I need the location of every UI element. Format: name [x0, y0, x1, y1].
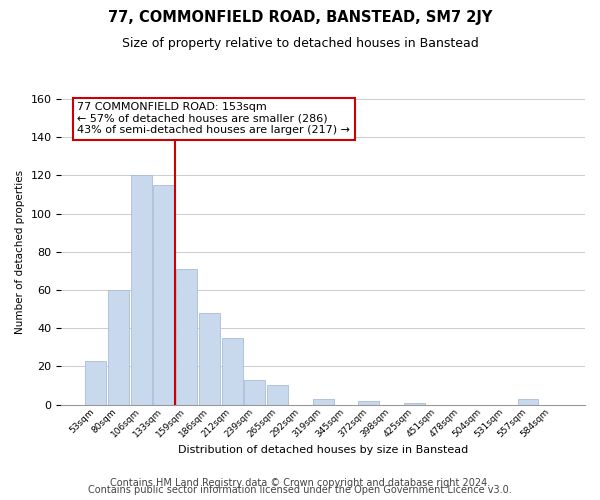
- Bar: [358, 401, 379, 404]
- Bar: [244, 380, 265, 404]
- Text: 77, COMMONFIELD ROAD, BANSTEAD, SM7 2JY: 77, COMMONFIELD ROAD, BANSTEAD, SM7 2JY: [108, 10, 492, 25]
- Bar: [199, 313, 220, 404]
- Bar: [176, 269, 197, 404]
- Bar: [313, 399, 334, 404]
- Bar: [222, 338, 242, 404]
- X-axis label: Distribution of detached houses by size in Banstead: Distribution of detached houses by size …: [178, 445, 469, 455]
- Bar: [404, 402, 425, 404]
- Bar: [108, 290, 129, 405]
- Text: Size of property relative to detached houses in Banstead: Size of property relative to detached ho…: [122, 38, 478, 51]
- Y-axis label: Number of detached properties: Number of detached properties: [15, 170, 25, 334]
- Bar: [131, 176, 152, 404]
- Text: Contains public sector information licensed under the Open Government Licence v3: Contains public sector information licen…: [88, 485, 512, 495]
- Bar: [518, 399, 538, 404]
- Text: Contains HM Land Registry data © Crown copyright and database right 2024.: Contains HM Land Registry data © Crown c…: [110, 478, 490, 488]
- Text: 77 COMMONFIELD ROAD: 153sqm
← 57% of detached houses are smaller (286)
43% of se: 77 COMMONFIELD ROAD: 153sqm ← 57% of det…: [77, 102, 350, 136]
- Bar: [154, 185, 175, 404]
- Bar: [267, 386, 288, 404]
- Bar: [85, 360, 106, 405]
